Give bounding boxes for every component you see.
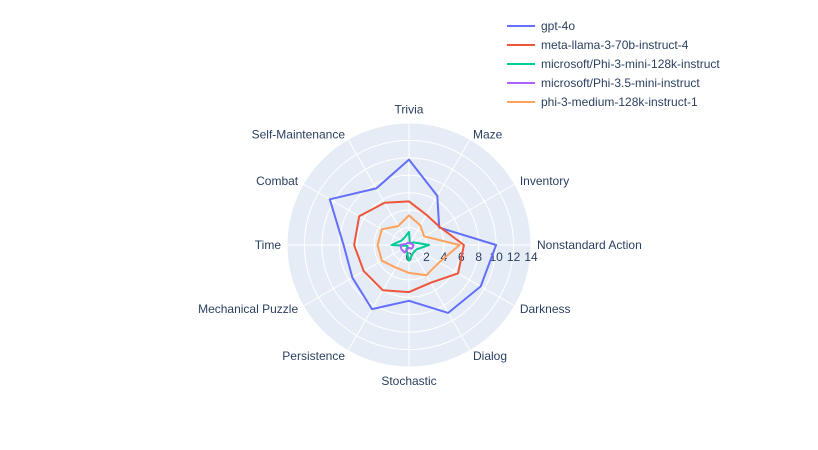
legend-item[interactable]: phi-3-medium-128k-instruct-1 xyxy=(507,95,698,109)
grid-spoke xyxy=(347,244,410,351)
series-line-microsoft-phi-3-5-mini-instruct xyxy=(399,241,415,254)
legend-item[interactable]: microsoft/Phi-3-mini-128k-instruct xyxy=(507,57,720,71)
angular-axis-labels: Nonstandard Action Darkness Dialog Stochast… xyxy=(198,102,642,388)
axis-label-trivia: Trivia xyxy=(395,102,424,116)
axis-label-combat: Combat xyxy=(256,174,299,188)
legend[interactable]: gpt-4o meta-llama-3-70b-instruct-4 microso… xyxy=(507,19,720,109)
grid-spoke xyxy=(408,139,471,246)
grid-spoke xyxy=(303,183,410,246)
legend-label: phi-3-medium-128k-instruct-1 xyxy=(541,95,698,109)
legend-label: microsoft/Phi-3-mini-128k-instruct xyxy=(541,57,720,71)
legend-label: gpt-4o xyxy=(541,19,575,33)
legend-item[interactable]: microsoft/Phi-3.5-mini-instruct xyxy=(507,76,700,90)
axis-label-inventory: Inventory xyxy=(520,174,569,188)
radial-tick-12: 12 xyxy=(507,250,521,264)
axis-label-nonstandard-action: Nonstandard Action xyxy=(537,238,642,252)
legend-item[interactable]: gpt-4o xyxy=(507,19,575,33)
series-line-gpt-4o xyxy=(328,158,498,314)
grid-spoke xyxy=(303,244,410,307)
series-traces xyxy=(328,158,498,314)
axis-label-persistence: Persistence xyxy=(282,349,345,363)
axis-label-mechanical-puzzle: Mechanical Puzzle xyxy=(198,302,298,316)
axis-label-dialog: Dialog xyxy=(473,349,507,363)
radial-tick-8: 8 xyxy=(475,250,482,264)
series-line-meta-llama-3-70b-instruct-4 xyxy=(353,200,465,294)
axis-label-stochastic: Stochastic xyxy=(381,374,436,388)
axis-label-self-maintenance: Self-Maintenance xyxy=(252,127,346,141)
grid-spoke xyxy=(347,139,410,246)
grid-spoke xyxy=(408,244,515,307)
legend-label: meta-llama-3-70b-instruct-4 xyxy=(541,38,689,52)
legend-item[interactable]: meta-llama-3-70b-instruct-4 xyxy=(507,38,689,52)
series-line-phi-3-medium-128k-instruct-1 xyxy=(376,214,461,277)
grid-spoke xyxy=(408,183,515,246)
axis-label-time: Time xyxy=(255,238,282,252)
legend-label: microsoft/Phi-3.5-mini-instruct xyxy=(541,76,700,90)
radial-tick-14: 14 xyxy=(524,250,538,264)
radial-tick-2: 2 xyxy=(423,250,430,264)
axis-label-darkness: Darkness xyxy=(520,302,571,316)
grid-spoke xyxy=(408,244,471,351)
axis-label-maze: Maze xyxy=(473,127,503,141)
